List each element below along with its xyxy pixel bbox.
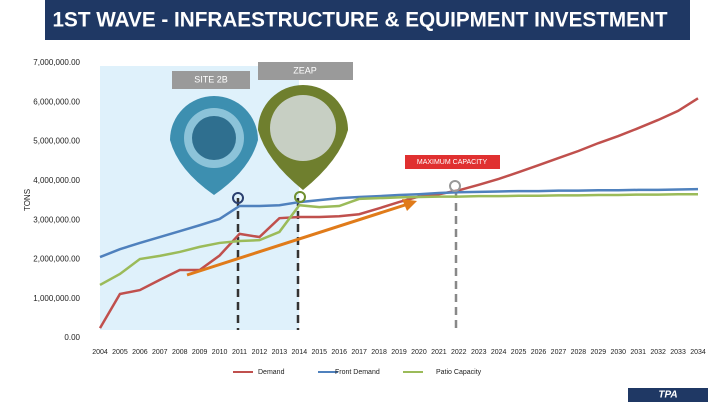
x-tick-label: 2023 [471,349,487,356]
x-tick-label: 2024 [491,349,507,356]
x-tick-label: 2013 [272,349,288,356]
series-line [99,192,698,287]
x-tick-label: 2016 [331,349,347,356]
annotation-box [405,155,500,169]
site-pin [170,96,258,195]
x-tick-label: 2028 [571,349,587,356]
x-tick-label: 2011 [232,349,247,356]
x-tick-label: 2031 [630,349,646,356]
x-tick-label: 2017 [351,349,367,356]
milestone-markers [232,180,461,204]
x-tick-label: 2022 [451,349,467,356]
chart-title: 1ST WAVE - INFRAESTRUCTURE & EQUIPMENT I… [53,9,668,32]
y-tick-label: 7,000,000.00 [33,58,80,67]
y-tick-label: 4,000,000.00 [33,176,80,185]
x-tick-label: 2027 [551,349,567,356]
title-bar [45,0,690,40]
x-tick-label: 2010 [212,349,228,356]
annotation: ZEAP [293,65,317,75]
x-tick-label: 2005 [112,349,128,356]
annotation-box [258,62,353,80]
legend-label: Demand [258,369,285,376]
logo-box [628,388,708,402]
legend-label: Patio Capacity [436,369,482,376]
x-tick-label: 2026 [531,349,547,356]
y-tick-label: 2,000,000.00 [33,255,80,264]
x-tick-label: 2033 [670,349,686,356]
x-tick-label: 2012 [252,349,268,356]
logo: TPA [658,390,677,401]
series-line [99,187,699,259]
x-tick-label: 2009 [192,349,208,356]
annotation: MAXIMUM CAPACITY [417,159,488,166]
x-tick-label: 2032 [650,349,666,356]
annotation: SITE 2B [194,74,228,84]
x-tick-label: 2019 [391,349,407,356]
x-tick-label: 2007 [152,349,168,356]
y-tick-label: 0.00 [64,333,80,342]
x-tick-label: 2030 [610,349,626,356]
y-tick-label: 6,000,000.00 [33,97,80,106]
y-tick-label: 1,000,000.00 [33,294,80,303]
y-tick-label: 3,000,000.00 [33,215,80,224]
x-tick-label: 2021 [431,349,447,356]
x-tick-label: 2034 [690,349,706,356]
x-tick-label: 2014 [292,349,308,356]
zeap-pin [258,85,348,190]
x-tick-label: 2018 [371,349,387,356]
annotation-box [172,71,250,89]
y-tick-label: 5,000,000.00 [33,137,80,146]
trend-arrow [186,199,417,277]
x-tick-label: 2004 [92,349,108,356]
x-tick-label: 2008 [172,349,188,356]
x-tick-label: 2025 [511,349,527,356]
x-tick-label: 2006 [132,349,148,356]
milestone-lines [236,190,458,330]
x-tick-label: 2029 [591,349,607,356]
x-tick-label: 2020 [411,349,427,356]
y-axis-label: TONS [23,189,32,211]
legend-label: Front Demand [335,369,380,376]
x-tick-label: 2015 [311,349,327,356]
